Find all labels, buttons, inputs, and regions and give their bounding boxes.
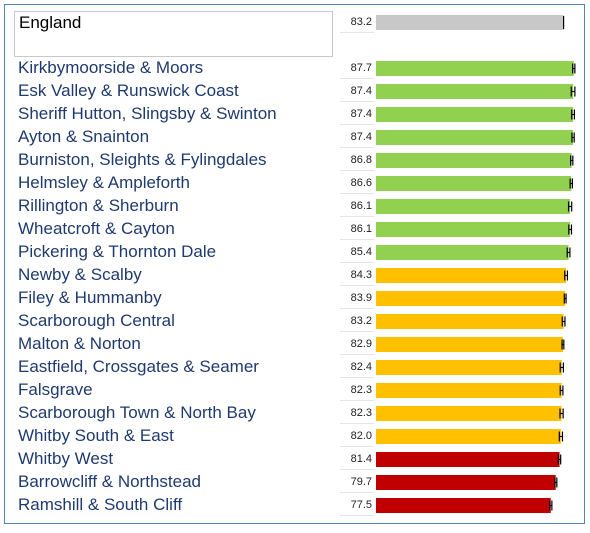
bar: [376, 268, 567, 283]
bar: [376, 61, 574, 76]
error-bar: [561, 339, 565, 350]
value-label: 84.3: [340, 265, 374, 286]
category-label-england: England: [19, 13, 82, 32]
category-label: Falsgrave: [18, 380, 93, 399]
bar: [376, 498, 551, 513]
error-bar: [558, 431, 564, 442]
category-label: Scarborough Town & North Bay: [18, 403, 256, 422]
england-label-box: [14, 11, 333, 35]
error-bar: [559, 362, 564, 373]
value-label: 82.3: [340, 403, 374, 424]
value-label: 82.3: [340, 380, 374, 401]
error-bar: [572, 63, 576, 74]
value-label: 87.4: [340, 81, 374, 102]
error-bar: [564, 270, 569, 281]
value-label: 83.2: [340, 311, 374, 332]
category-label: Whitby South & East: [18, 426, 174, 445]
category-label: Filey & Hummanby: [18, 288, 162, 307]
category-label: Esk Valley & Runswick Coast: [18, 81, 239, 100]
category-label: Scarborough Central: [18, 311, 175, 330]
bar: [376, 245, 569, 260]
value-label: 82.0: [340, 426, 374, 447]
error-bar: [561, 316, 566, 327]
error-bar: [571, 109, 576, 120]
value-label: 79.7: [340, 472, 374, 493]
category-label: Rillington & Sherburn: [18, 196, 179, 215]
bar: [376, 222, 571, 237]
value-label: 77.5: [340, 495, 374, 516]
error-bar: [568, 224, 573, 235]
error-bar: [563, 293, 567, 304]
error-bar: [571, 132, 575, 143]
value-label: 87.4: [340, 127, 374, 148]
error-bar: [559, 385, 564, 396]
value-label: 82.9: [340, 334, 374, 355]
bar: [376, 199, 571, 214]
bar: [376, 15, 564, 30]
value-label: 83.9: [340, 288, 374, 309]
bar: [376, 406, 562, 421]
value-label: 85.4: [340, 242, 374, 263]
category-label: Barrowcliff & Northstead: [18, 472, 201, 491]
error-bar: [549, 500, 553, 511]
error-bar: [566, 247, 571, 258]
category-label: Malton & Norton: [18, 334, 141, 353]
bar: [376, 107, 574, 122]
bar: [376, 291, 566, 306]
bar: [376, 429, 561, 444]
category-label: Wheatcroft & Cayton: [18, 219, 175, 238]
value-label: 83.2: [340, 12, 374, 33]
value-label: 86.8: [340, 150, 374, 171]
category-label: Ramshill & South Cliff: [18, 495, 183, 514]
category-label: Ayton & Snainton: [18, 127, 150, 146]
bar: [376, 176, 572, 191]
bar: [376, 84, 574, 99]
category-label: Newby & Scalby: [18, 265, 142, 284]
value-label: 87.4: [340, 104, 374, 125]
error-bar: [559, 408, 564, 419]
bar: [376, 383, 562, 398]
category-label: Kirkbymoorside & Moors: [18, 58, 204, 77]
error-bar: [557, 454, 562, 465]
bar: [376, 337, 563, 352]
value-label: 86.6: [340, 173, 374, 194]
value-label: 87.7: [340, 58, 374, 79]
bar: [376, 130, 574, 145]
error-bar: [569, 178, 573, 189]
bar: [376, 475, 556, 490]
value-label: 82.4: [340, 357, 374, 378]
bar: [376, 153, 572, 168]
chart-frame: [4, 4, 585, 524]
value-label: 86.1: [340, 219, 374, 240]
error-bar: [570, 86, 576, 97]
category-label: Burniston, Sleights & Fylingdales: [18, 150, 267, 169]
error-bar: [553, 477, 558, 488]
error-bar: [569, 155, 574, 166]
bar: [376, 452, 560, 467]
england-label-box-lower: [14, 35, 333, 57]
category-label: Eastfield, Crossgates & Seamer: [18, 357, 259, 376]
error-bar: [567, 201, 573, 212]
category-label: Pickering & Thornton Dale: [18, 242, 217, 261]
bar: [376, 314, 564, 329]
value-label: 81.4: [340, 449, 374, 470]
category-label: Whitby West: [18, 449, 114, 468]
bar: [376, 360, 562, 375]
category-label: Sheriff Hutton, Slingsby & Swinton: [18, 104, 277, 123]
category-label: Helmsley & Ampleforth: [18, 173, 190, 192]
value-label: 86.1: [340, 196, 374, 217]
